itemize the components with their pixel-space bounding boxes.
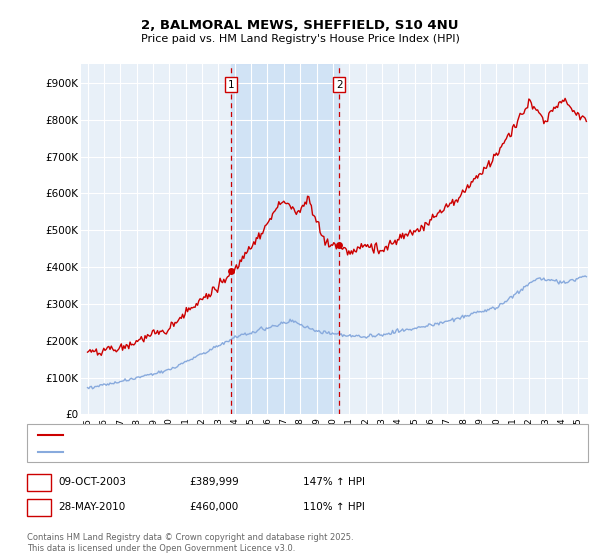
Text: £460,000: £460,000 [189, 502, 238, 512]
Text: 09-OCT-2003: 09-OCT-2003 [58, 477, 126, 487]
Text: 28-MAY-2010: 28-MAY-2010 [58, 502, 125, 512]
Text: HPI: Average price, detached house, Sheffield: HPI: Average price, detached house, Shef… [68, 447, 292, 457]
Text: 110% ↑ HPI: 110% ↑ HPI [303, 502, 365, 512]
Text: 2, BALMORAL MEWS, SHEFFIELD, S10 4NU (detached house): 2, BALMORAL MEWS, SHEFFIELD, S10 4NU (de… [68, 430, 364, 440]
Text: 2, BALMORAL MEWS, SHEFFIELD, S10 4NU: 2, BALMORAL MEWS, SHEFFIELD, S10 4NU [141, 18, 459, 32]
Text: Price paid vs. HM Land Registry's House Price Index (HPI): Price paid vs. HM Land Registry's House … [140, 34, 460, 44]
Text: 147% ↑ HPI: 147% ↑ HPI [303, 477, 365, 487]
Text: 2: 2 [336, 80, 343, 90]
Text: 2: 2 [35, 502, 43, 512]
Text: £389,999: £389,999 [189, 477, 239, 487]
Bar [231, 64, 340, 414]
Text: Contains HM Land Registry data © Crown copyright and database right 2025.
This d: Contains HM Land Registry data © Crown c… [27, 533, 353, 553]
Text: 1: 1 [227, 80, 234, 90]
Text: 1: 1 [35, 477, 43, 487]
